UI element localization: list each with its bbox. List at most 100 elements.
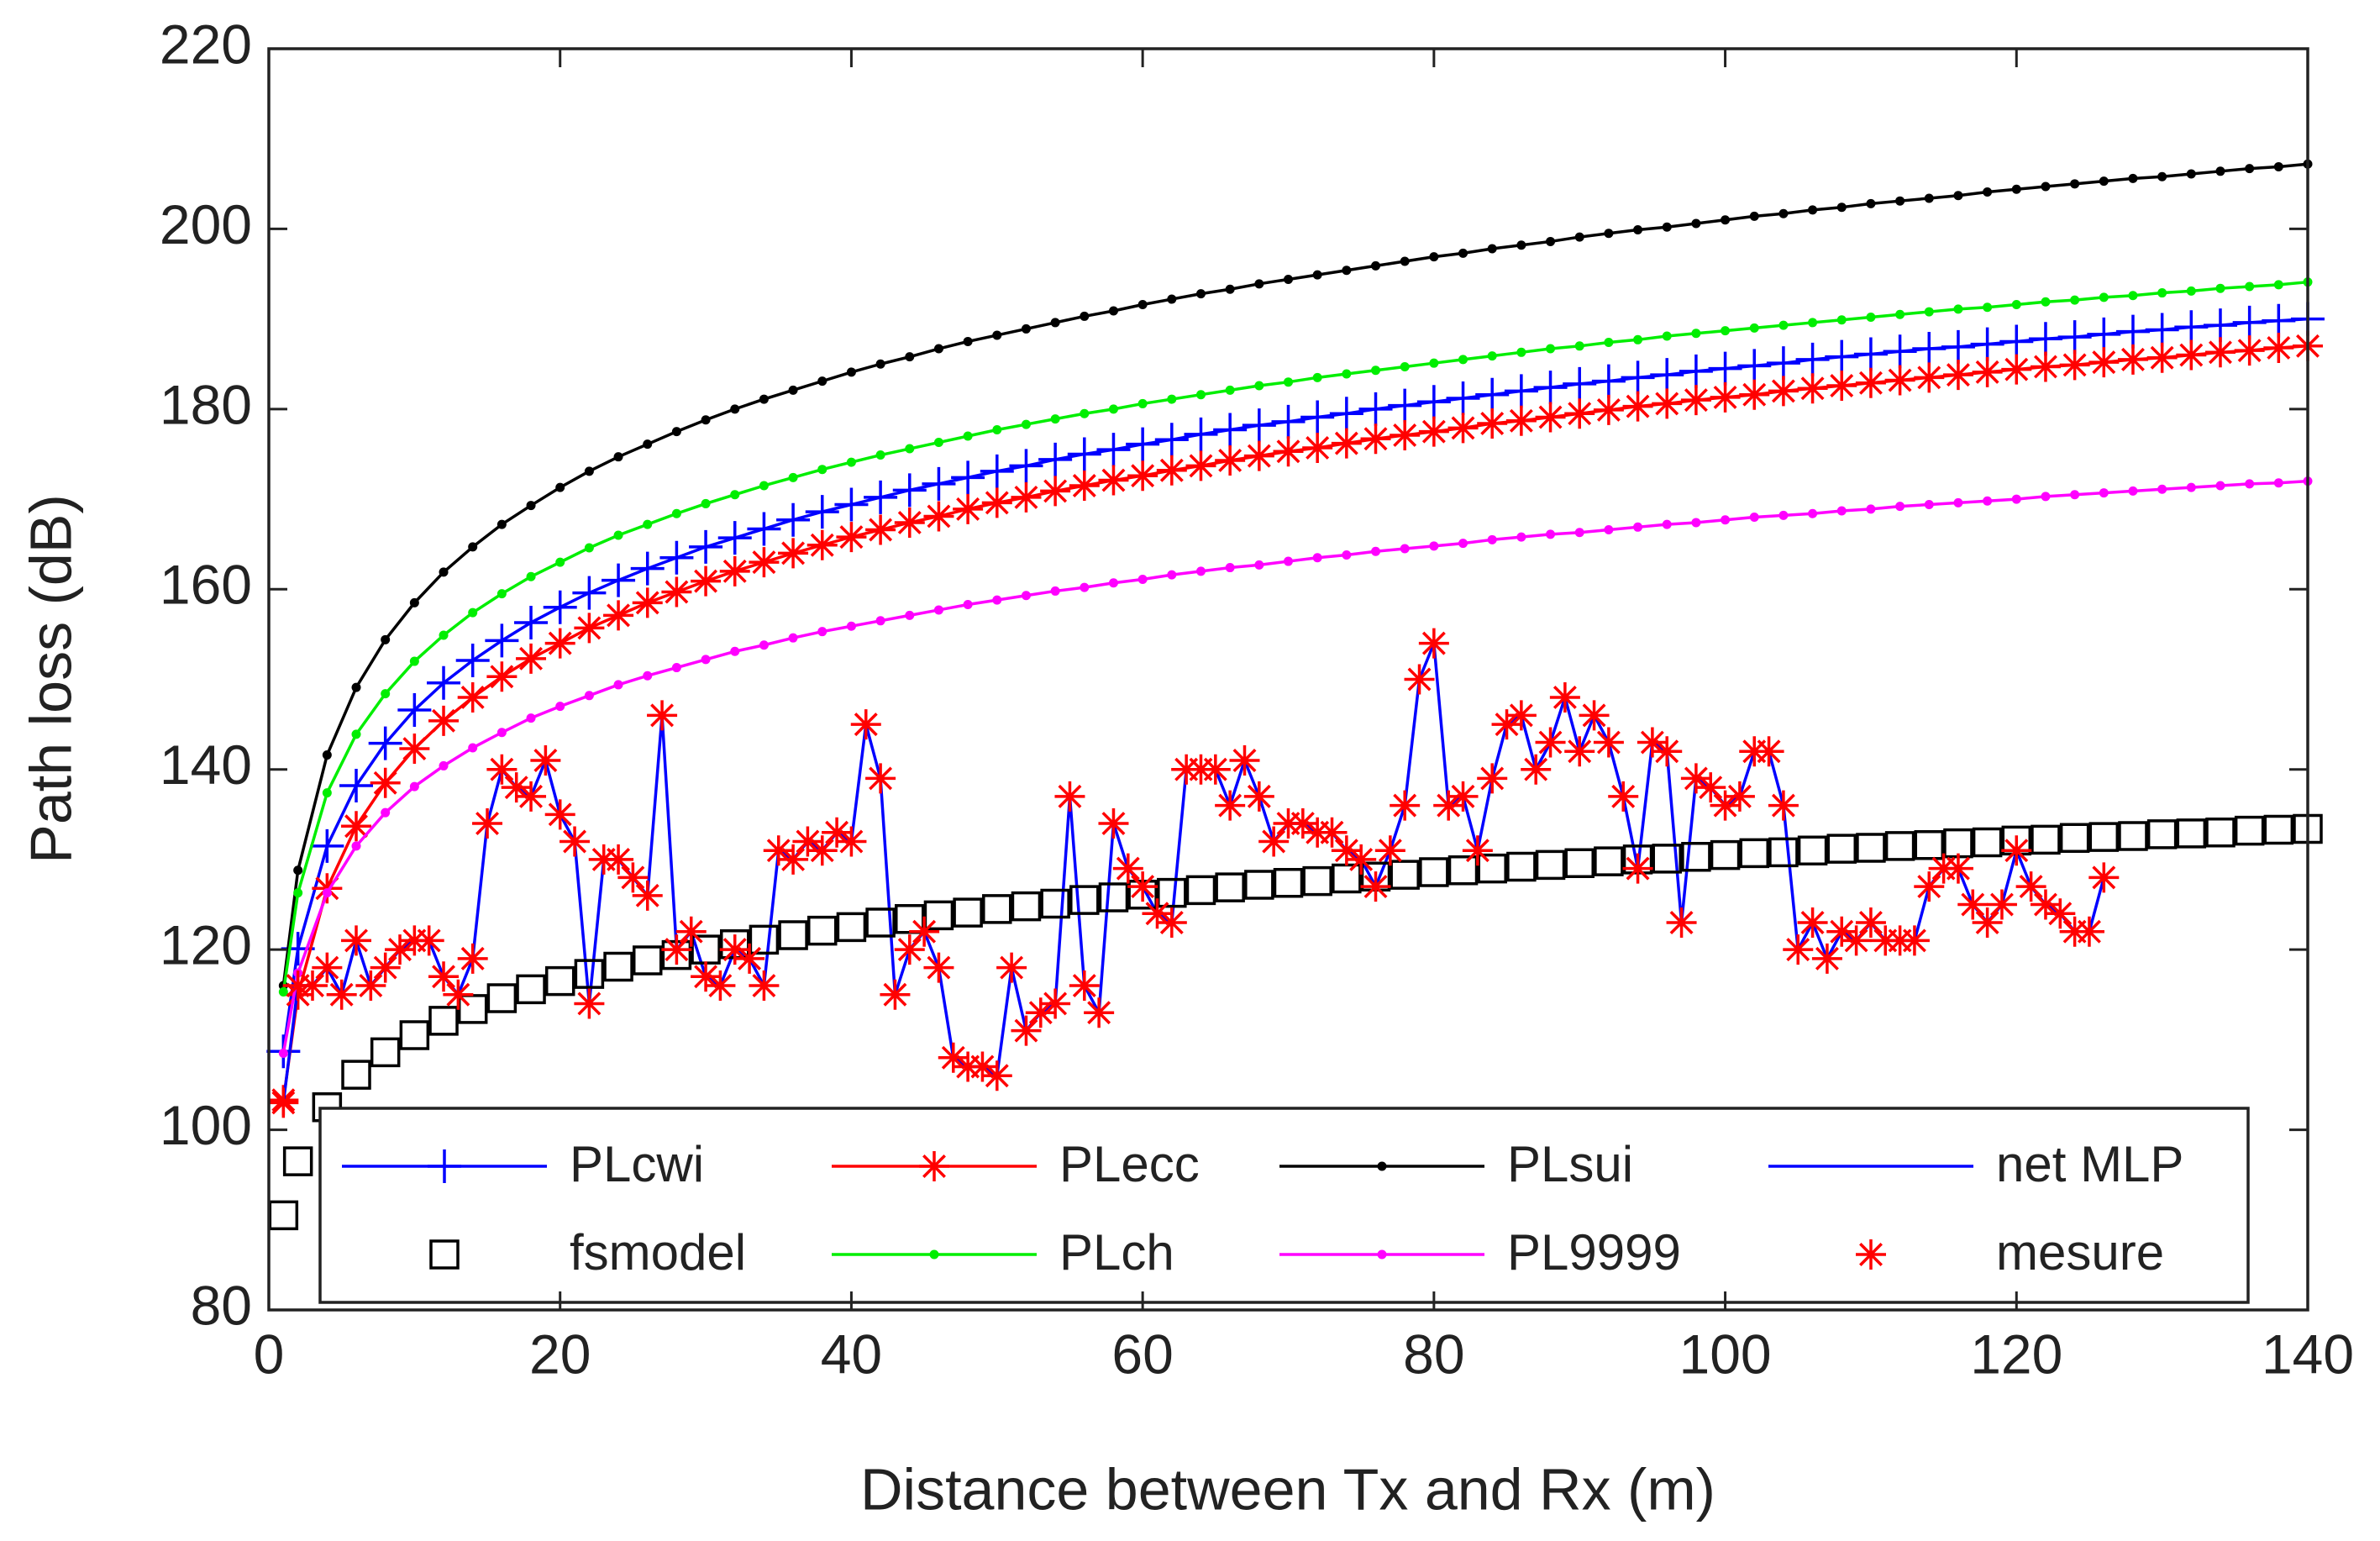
data-point (1040, 988, 1071, 1019)
data-point (2263, 814, 2294, 845)
data-point (1721, 326, 1731, 336)
data-point (2234, 815, 2265, 846)
data-point (1866, 504, 1876, 514)
data-point (381, 689, 391, 699)
data-point (1739, 379, 1770, 410)
data-point (1895, 196, 1905, 206)
data-point (1808, 205, 1818, 215)
data-point (1371, 260, 1381, 271)
data-point (1137, 299, 1148, 309)
data-point (1633, 334, 1643, 344)
data-point (1983, 187, 1993, 197)
data-point (1287, 808, 1318, 839)
data-point (1650, 358, 1684, 392)
data-point (1924, 500, 1934, 510)
data-point (1400, 361, 1410, 371)
legend-label: PLecc (1059, 1136, 1200, 1192)
data-point (1242, 408, 1276, 443)
data-point (574, 613, 605, 644)
data-point (1604, 338, 1614, 348)
data-point (293, 888, 303, 898)
data-point (1054, 781, 1085, 812)
data-point (1535, 402, 1566, 433)
data-point (2273, 280, 2283, 290)
data-point (2057, 320, 2092, 355)
data-point (1721, 515, 1731, 525)
data-point (705, 970, 736, 1002)
data-point (905, 444, 915, 454)
data-point (1009, 449, 1043, 483)
data-point (1516, 347, 1526, 357)
data-point (1721, 215, 1731, 225)
data-point (1312, 553, 1322, 563)
data-point (1778, 320, 1789, 330)
x-tick-label: 40 (821, 1323, 882, 1385)
data-point (996, 952, 1027, 983)
data-point (2263, 332, 2294, 363)
data-point (2059, 350, 2090, 381)
data-point (526, 713, 536, 723)
data-point (1516, 532, 1526, 542)
data-point (1011, 891, 1042, 922)
data-point (1284, 556, 1293, 566)
data-point (1563, 366, 1597, 401)
data-point (1404, 664, 1435, 695)
data-point (1899, 925, 1930, 956)
data-point (864, 480, 898, 514)
data-point (472, 808, 503, 839)
data-point (341, 925, 372, 956)
data-point (1346, 844, 1377, 875)
data-point (632, 587, 663, 618)
legend: PLcwi PLecc PLsui net MLP fsmodel PLch PL9999 m… (318, 1107, 2250, 1304)
data-point (730, 490, 740, 500)
data-point (2045, 898, 2076, 929)
data-point (982, 894, 1012, 924)
data-point (2001, 835, 2032, 866)
data-point (1546, 529, 1556, 539)
data-point (409, 656, 419, 666)
y-tick-label: 140 (160, 734, 252, 796)
legend-marker (429, 1239, 460, 1270)
data-point (486, 983, 518, 1013)
data-point (1069, 970, 1100, 1002)
data-point (1680, 763, 1711, 794)
data-point (351, 841, 361, 851)
data-point (2174, 310, 2209, 344)
data-point (1546, 236, 1556, 246)
data-point (1491, 709, 1522, 740)
data-point (603, 951, 633, 982)
data-point (1797, 835, 1828, 865)
data-point (2099, 488, 2109, 498)
data-point (385, 934, 416, 965)
data-point (1157, 877, 1187, 908)
data-point (1533, 371, 1568, 405)
data-point (2215, 481, 2225, 491)
data-point (1594, 846, 1624, 876)
data-point (468, 607, 478, 618)
data-point (1195, 289, 1206, 299)
data-point (584, 466, 594, 476)
data-point (1215, 872, 1245, 902)
data-point (747, 512, 781, 546)
data-point (574, 988, 605, 1019)
data-point (2234, 335, 2265, 366)
data-point (1621, 360, 1655, 395)
data-point (1895, 502, 1905, 512)
data-point (1737, 349, 1772, 383)
data-point (439, 630, 449, 640)
data-point (980, 454, 1014, 488)
data-point (1418, 416, 1449, 447)
data-point (1021, 419, 1031, 429)
data-point (1329, 397, 1363, 431)
data-point (2186, 482, 2196, 492)
x-tick-label: 140 (2262, 1323, 2354, 1385)
data-point (1604, 525, 1614, 535)
data-point (574, 959, 605, 989)
data-point (647, 700, 678, 731)
data-point (1477, 763, 1508, 794)
data-point (1302, 865, 1332, 897)
data-point (1080, 311, 1090, 321)
data-point (486, 661, 518, 692)
data-point (1826, 834, 1857, 864)
data-point (1564, 848, 1595, 878)
